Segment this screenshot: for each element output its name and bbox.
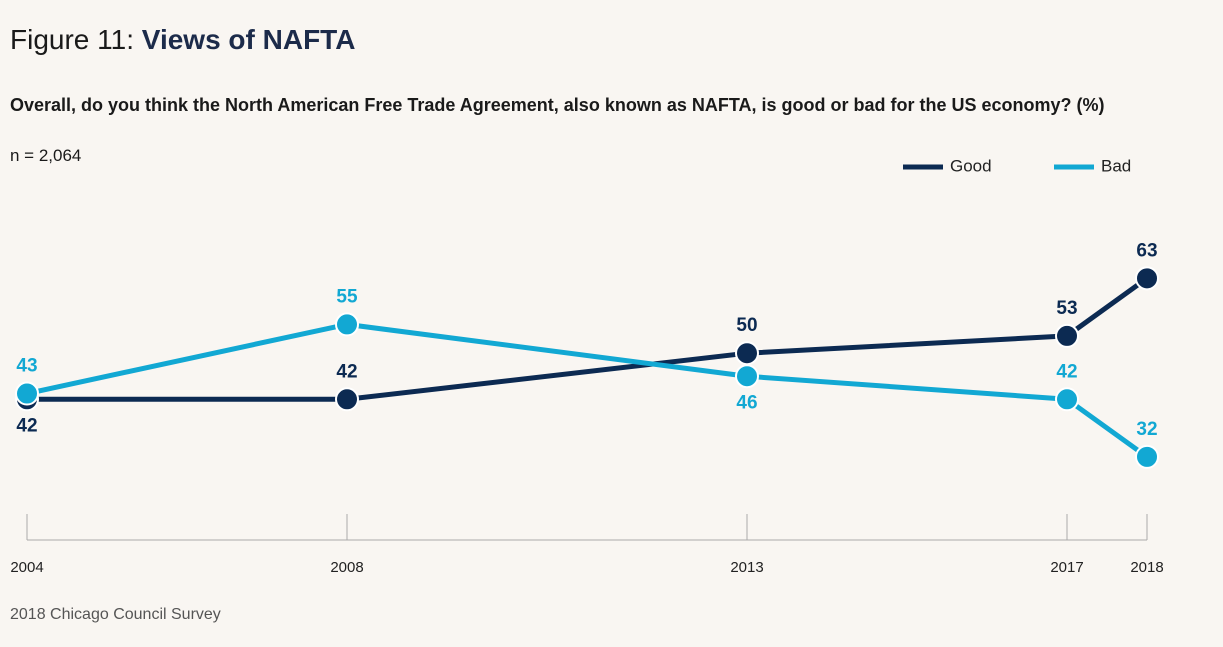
subtitle: Overall, do you think the North American… bbox=[10, 95, 1105, 115]
marker bbox=[15, 381, 39, 406]
data-label: 42 bbox=[336, 361, 357, 382]
figure-label: Figure 11: bbox=[10, 24, 134, 55]
data-label: 42 bbox=[1056, 361, 1077, 382]
marker bbox=[1055, 323, 1079, 348]
marker bbox=[335, 387, 359, 412]
marker bbox=[1135, 266, 1159, 291]
note: n = 2,064 bbox=[10, 146, 82, 165]
marker bbox=[1135, 444, 1159, 469]
series-line bbox=[27, 276, 1149, 402]
marker bbox=[1055, 387, 1079, 412]
data-label: 43 bbox=[16, 356, 37, 377]
chart: 2004 2008 2013 2017 2018 Good Bad 42 42 50 53 63 43 5… bbox=[10, 156, 1163, 576]
title-block: Figure 11: Views of NAFTA bbox=[10, 24, 355, 56]
data-label: 55 bbox=[336, 286, 358, 307]
data-label: 50 bbox=[736, 315, 757, 336]
data-label: 42 bbox=[16, 415, 37, 436]
data-label: 63 bbox=[1136, 240, 1157, 261]
x-tick-label: 2008 bbox=[330, 559, 363, 576]
marker bbox=[735, 341, 759, 366]
data-label: 53 bbox=[1056, 298, 1077, 319]
chart-title: Views of NAFTA bbox=[141, 24, 356, 55]
x-tick-label: 2017 bbox=[1050, 559, 1083, 576]
x-tick-label: 2013 bbox=[730, 559, 763, 576]
marker bbox=[335, 312, 359, 337]
marker bbox=[735, 364, 759, 389]
series-line bbox=[26, 321, 1149, 459]
x-tick-label: 2018 bbox=[1130, 559, 1163, 576]
data-label: 46 bbox=[736, 392, 757, 413]
source: 2018 Chicago Council Survey bbox=[10, 606, 221, 623]
x-tick-label: 2004 bbox=[10, 559, 43, 576]
data-label: 32 bbox=[1136, 419, 1157, 440]
legend-label: Bad bbox=[1101, 156, 1131, 175]
legend-label: Good bbox=[950, 156, 992, 175]
